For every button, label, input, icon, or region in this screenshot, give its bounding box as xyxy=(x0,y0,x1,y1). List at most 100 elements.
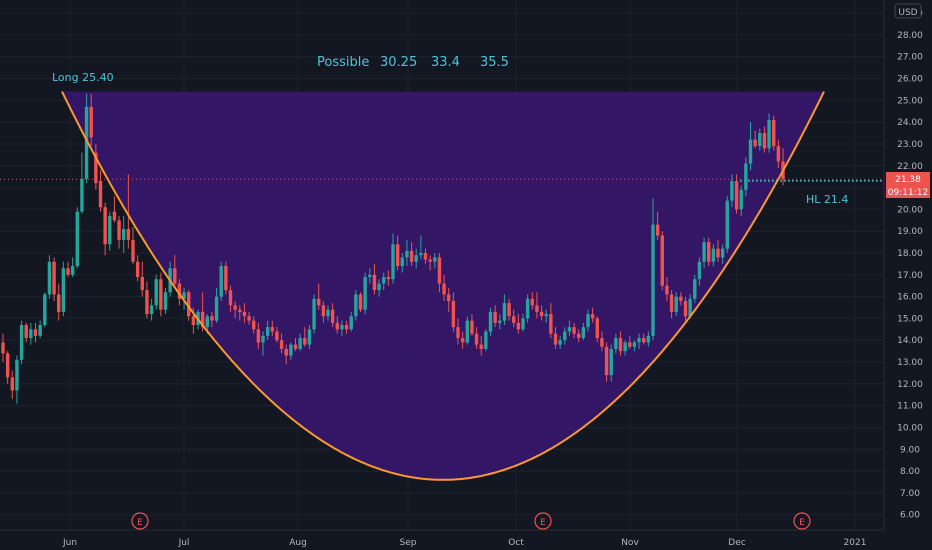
candle-body xyxy=(98,181,103,208)
candle-body xyxy=(84,106,89,179)
price-tick-label: 20.00 xyxy=(897,205,923,215)
time-tick-label: 2021 xyxy=(844,538,867,548)
candle-body xyxy=(70,266,75,275)
earnings-marker[interactable]: E xyxy=(534,512,552,530)
candle-body xyxy=(484,331,488,349)
candle xyxy=(242,303,247,323)
candle-body xyxy=(558,340,562,345)
earnings-marker[interactable]: E xyxy=(793,512,811,530)
annotation-target-1: 30.25 xyxy=(380,55,417,70)
candle-body xyxy=(200,311,205,328)
candle xyxy=(386,270,391,286)
candle-body xyxy=(154,279,158,306)
time-tick-label: Dec xyxy=(728,538,745,548)
candle xyxy=(98,170,103,212)
candle xyxy=(80,152,84,214)
candle-body xyxy=(642,338,646,343)
time-tick-label: Sep xyxy=(400,538,417,548)
candle xyxy=(604,342,609,382)
candle xyxy=(29,322,33,345)
candle xyxy=(270,320,274,336)
candle-body xyxy=(748,139,753,164)
candle xyxy=(674,292,678,317)
candle-body xyxy=(488,311,493,332)
candle xyxy=(776,139,781,168)
candle-body xyxy=(525,298,530,319)
candle xyxy=(428,255,432,271)
candle xyxy=(38,320,42,339)
candle-body xyxy=(317,298,321,306)
candle xyxy=(112,196,117,223)
candle xyxy=(581,322,586,341)
candle xyxy=(70,257,75,277)
candle xyxy=(447,287,451,312)
candle-body xyxy=(720,248,725,258)
earnings-marker-letter: E xyxy=(540,518,546,528)
candle xyxy=(163,287,168,315)
price-tick-label: 19.00 xyxy=(897,227,923,237)
candle xyxy=(744,157,748,197)
candle-body xyxy=(103,207,107,245)
candle xyxy=(395,235,400,271)
time-tick-label: Nov xyxy=(621,538,639,548)
candle-body xyxy=(414,255,418,262)
annotation-possible-label: Possible xyxy=(317,55,369,70)
time-axis-ticks: Jun Jul Aug Sep Oct Nov Dec 2021 xyxy=(62,538,866,548)
price-tick-label: 7.00 xyxy=(900,489,920,499)
candle-body xyxy=(89,106,93,138)
candle xyxy=(261,331,265,356)
candle-body xyxy=(549,314,553,334)
candle-body xyxy=(358,294,363,310)
candle-body xyxy=(321,305,326,317)
candle xyxy=(586,309,590,332)
candle xyxy=(711,244,716,267)
candle-body xyxy=(312,298,316,330)
candle-body xyxy=(716,248,720,258)
candle-body xyxy=(535,305,539,312)
candle-body xyxy=(289,344,293,356)
candle xyxy=(409,242,414,267)
candle-body xyxy=(739,189,743,210)
candle-body xyxy=(372,274,377,291)
candle xyxy=(437,253,442,293)
candle xyxy=(530,292,534,310)
candle xyxy=(549,303,553,339)
candle xyxy=(52,257,56,301)
candle-body xyxy=(456,327,460,339)
candle xyxy=(535,292,539,319)
currency-badge[interactable]: USD xyxy=(894,3,922,19)
price-tick-label: 15.00 xyxy=(897,314,923,324)
earnings-marker[interactable]: E xyxy=(131,512,149,530)
candle xyxy=(303,327,307,347)
time-tick-label: Jul xyxy=(178,538,190,548)
candle-body xyxy=(1,342,5,354)
candle xyxy=(135,255,140,282)
candle-body xyxy=(112,211,117,221)
price-tick-label: 25.00 xyxy=(897,96,923,106)
candle xyxy=(642,333,646,345)
candle xyxy=(516,314,521,334)
time-tick-label: Aug xyxy=(289,538,307,548)
candle-body xyxy=(293,344,298,349)
price-tick-label: 9.00 xyxy=(900,445,920,455)
price-tick-label: 6.00 xyxy=(900,511,920,521)
candle xyxy=(382,272,386,291)
candle-body xyxy=(405,250,409,258)
earnings-marker-circle xyxy=(793,512,811,530)
candle-body xyxy=(52,261,56,295)
candle xyxy=(451,292,456,332)
candle-body xyxy=(447,294,451,301)
price-tick-label: 26.00 xyxy=(897,75,923,85)
price-tick-label: 13.00 xyxy=(897,358,923,368)
candle-body xyxy=(247,316,251,321)
candle xyxy=(632,340,637,352)
candle-body xyxy=(131,239,135,262)
candle xyxy=(284,344,288,365)
candle-body xyxy=(354,294,358,317)
candle xyxy=(228,285,233,312)
candle xyxy=(609,344,613,382)
candle-body xyxy=(19,324,24,360)
candle-body xyxy=(702,242,706,262)
candle xyxy=(368,268,372,284)
